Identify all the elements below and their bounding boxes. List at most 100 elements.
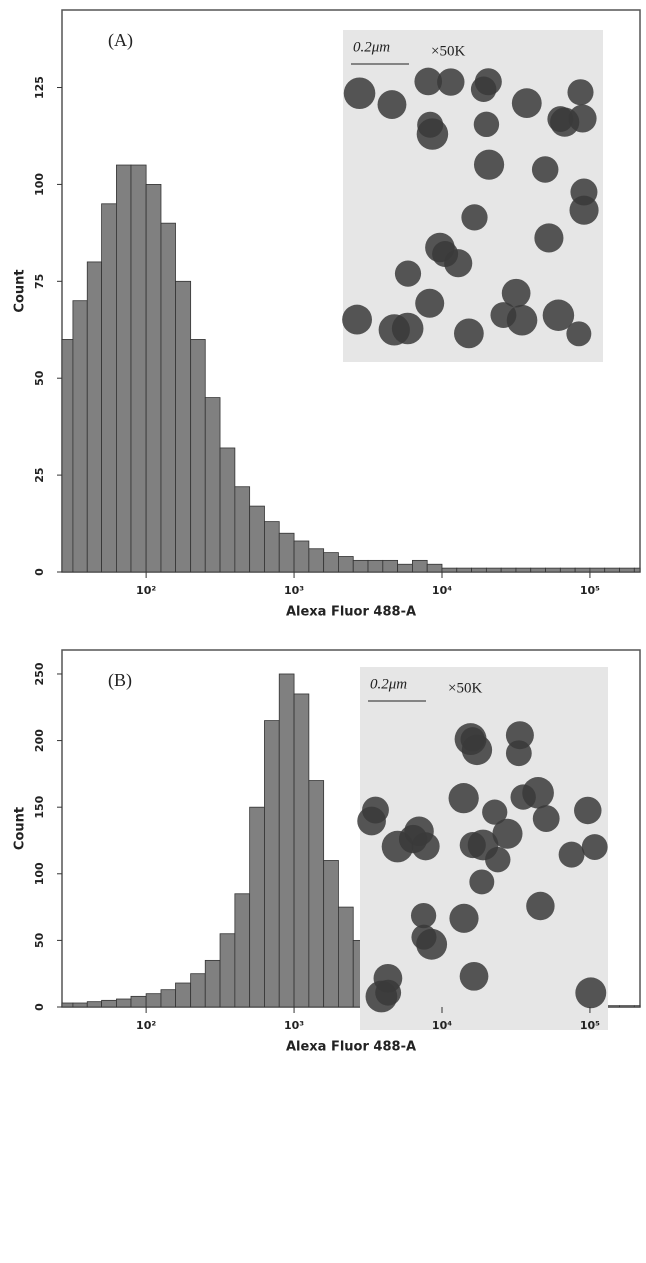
histogram-bar xyxy=(308,548,325,573)
x-tick-label: 10² xyxy=(136,1019,156,1032)
y-tick-label: 25 xyxy=(33,467,46,482)
histogram-bar xyxy=(72,1002,88,1008)
particle xyxy=(506,304,538,336)
particle xyxy=(414,67,443,96)
histogram-bar xyxy=(604,567,620,573)
histogram-bar xyxy=(545,567,561,573)
histogram-bar xyxy=(160,222,176,573)
histogram-bar xyxy=(204,397,221,573)
histogram-bar xyxy=(278,673,295,1008)
y-axis-label: Count xyxy=(13,807,28,850)
particle xyxy=(511,88,542,119)
particle xyxy=(357,806,386,836)
particle xyxy=(470,76,497,103)
y-tick-label: 125 xyxy=(33,76,46,99)
histogram-bar xyxy=(293,540,310,573)
histogram-bar xyxy=(323,552,339,573)
particle xyxy=(394,260,422,287)
particle xyxy=(569,195,599,225)
y-tick-label: 0 xyxy=(33,1003,46,1011)
histogram-bar xyxy=(382,559,399,573)
histogram-bar xyxy=(190,339,206,573)
particle xyxy=(437,68,465,96)
particle xyxy=(531,156,559,183)
histogram-bar xyxy=(130,164,147,573)
histogram-bar xyxy=(116,164,132,573)
histogram-bar xyxy=(116,998,132,1008)
histogram-bar xyxy=(293,693,310,1008)
histogram-bar xyxy=(633,1005,641,1008)
particle xyxy=(377,90,407,120)
particle xyxy=(375,979,402,1006)
histogram-bar xyxy=(574,567,591,573)
x-tick-label: 10⁵ xyxy=(580,584,600,597)
histogram-bar xyxy=(412,559,428,573)
x-tick-label: 10³ xyxy=(284,1019,304,1032)
particle xyxy=(342,304,372,335)
histogram-bar xyxy=(456,567,472,573)
particle xyxy=(453,318,484,349)
particle xyxy=(415,288,445,318)
y-tick-label: 75 xyxy=(33,274,46,289)
x-tick-label: 10³ xyxy=(284,584,304,597)
histogram-bar xyxy=(61,1002,74,1008)
histogram-bar xyxy=(352,559,369,573)
particle xyxy=(581,834,608,860)
particle xyxy=(449,903,479,933)
particle xyxy=(444,249,473,278)
particle xyxy=(391,312,424,345)
x-tick-label: 10² xyxy=(136,584,156,597)
particle xyxy=(534,223,564,253)
x-axis-label: Alexa Fluor 488-A xyxy=(286,1040,416,1055)
particle xyxy=(568,104,597,133)
particle xyxy=(461,204,488,231)
histogram-bar xyxy=(219,447,236,573)
histogram-bar xyxy=(367,559,384,573)
particle xyxy=(417,111,444,138)
histogram-bar xyxy=(500,567,517,573)
histogram-bar xyxy=(278,532,295,573)
particle xyxy=(461,734,493,766)
histogram-bar xyxy=(426,563,443,573)
x-tick-label: 10⁴ xyxy=(432,584,452,597)
histogram-bar xyxy=(471,567,487,573)
particle xyxy=(575,977,607,1009)
histogram-bar xyxy=(101,203,117,573)
histogram-bar xyxy=(559,567,576,573)
histogram-bar xyxy=(249,505,265,573)
particle xyxy=(574,796,602,825)
histogram-bar xyxy=(145,184,162,573)
particle xyxy=(448,783,479,814)
histogram-bar xyxy=(234,893,251,1008)
y-tick-label: 100 xyxy=(33,173,46,196)
y-tick-label: 0 xyxy=(33,568,46,576)
histogram-bar xyxy=(190,973,206,1008)
particle xyxy=(343,77,376,110)
histogram-bar xyxy=(130,995,147,1008)
particle xyxy=(473,111,500,138)
particle xyxy=(469,869,495,895)
histogram-bar xyxy=(530,567,546,573)
x-axis-label: Alexa Fluor 488-A xyxy=(286,605,416,620)
histogram-bar xyxy=(338,906,354,1008)
histogram-bar xyxy=(264,720,280,1008)
histogram-bar xyxy=(249,806,265,1008)
y-tick-label: 200 xyxy=(33,729,46,752)
inset-magnification: ×50K xyxy=(448,680,482,696)
particle xyxy=(482,799,508,825)
histogram-bar xyxy=(308,780,325,1008)
x-tick-label: 10⁵ xyxy=(580,1019,600,1032)
histogram-bar xyxy=(61,339,74,573)
inset-scale: 0.2μm xyxy=(370,676,407,692)
histogram-bar xyxy=(234,486,251,573)
histogram-bar xyxy=(219,933,236,1008)
particle xyxy=(532,805,560,832)
histogram-bar xyxy=(397,563,413,573)
particle xyxy=(526,891,555,921)
particle xyxy=(404,816,434,846)
y-axis-label: Count xyxy=(13,269,28,312)
y-tick-label: 50 xyxy=(33,932,46,948)
histogram-bar xyxy=(338,556,354,573)
histogram-bar xyxy=(101,999,117,1008)
